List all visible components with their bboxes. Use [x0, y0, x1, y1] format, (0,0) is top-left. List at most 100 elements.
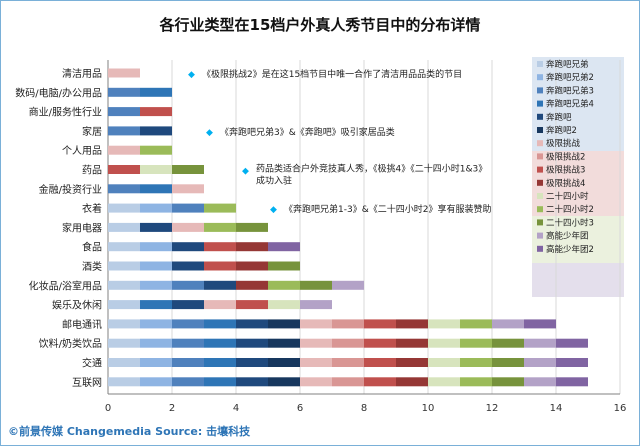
- bar-segment: [172, 165, 204, 174]
- y-category-label: 交通: [82, 357, 102, 370]
- legend-label: 极限挑战2: [546, 151, 585, 162]
- bar-segment: [332, 280, 364, 290]
- bar-segment: [236, 338, 268, 348]
- bar-segment: [172, 222, 204, 232]
- bar-segment: [172, 338, 204, 348]
- source-footer: ©前景传媒 Changemedia Source: 击壤科技: [8, 425, 251, 438]
- bar-segment: [236, 222, 268, 232]
- annotations: ◆ 《极限挑战2》是在这15档节目中唯一合作了清洁用品品类的节目 ◆ 《奔跑吧兄弟3》…: [188, 68, 491, 215]
- bar-segment: [140, 338, 172, 348]
- bar-segment: [428, 377, 460, 387]
- bar-segment: [204, 222, 236, 232]
- legend-swatch: [537, 153, 543, 160]
- bar-segment: [140, 280, 172, 290]
- bar-segment: [556, 338, 588, 348]
- bar-segment: [492, 338, 524, 348]
- annotation-marker: ◆: [270, 205, 277, 215]
- legend-swatch: [537, 100, 543, 107]
- bar-segment: [204, 358, 236, 367]
- y-category-label: 家居: [82, 125, 102, 138]
- bar-segment: [204, 203, 236, 213]
- bar-segment: [428, 358, 460, 367]
- bar-segment: [300, 300, 332, 310]
- legend-swatch: [537, 127, 543, 133]
- bar-segment: [140, 261, 172, 271]
- bar-segment: [172, 184, 204, 194]
- legend-swatch: [537, 206, 543, 213]
- x-tick-label: 8: [361, 403, 367, 414]
- bar-segment: [524, 377, 556, 387]
- legend-label: 二十四小时3: [546, 217, 594, 228]
- y-category-label: 化妆品/浴室用品: [29, 279, 102, 292]
- bar-segment: [556, 377, 588, 387]
- bar-segment: [108, 107, 140, 117]
- y-category-label: 衣着: [82, 202, 102, 215]
- bar-segment: [108, 338, 140, 348]
- bar-segment: [108, 68, 140, 78]
- x-tick-label: 14: [550, 403, 563, 414]
- legend-label: 高能少年团: [546, 231, 589, 242]
- x-tick-label: 16: [614, 403, 627, 414]
- bar-segment: [396, 358, 428, 367]
- legend-swatch: [537, 166, 543, 173]
- bar-segment: [364, 319, 396, 329]
- bar-segment: [140, 145, 172, 155]
- bar-segment: [108, 203, 140, 213]
- bar-segment: [172, 358, 204, 367]
- bar-segment: [268, 319, 300, 329]
- legend-swatch: [537, 179, 543, 186]
- bar-segment: [108, 145, 140, 155]
- bar-segment: [556, 358, 588, 367]
- annotation-text: 药品类适合户外竞技真人秀，《极挑4》《二十四小时1&3》成功入驻: [256, 163, 487, 187]
- bar-segment: [108, 377, 140, 387]
- bar-segment: [460, 319, 492, 329]
- x-tick-label: 0: [105, 403, 111, 414]
- bar-segment: [172, 242, 204, 252]
- bar-segment: [236, 280, 268, 290]
- legend-label: 奔跑吧兄弟2: [546, 72, 594, 83]
- legend-group-panel: [532, 263, 624, 297]
- legend-swatch: [537, 87, 543, 94]
- bar-segment: [108, 300, 140, 310]
- bar-segment: [428, 338, 460, 348]
- y-category-label: 商业/服务性行业: [29, 106, 102, 119]
- annotation-marker: ◆: [206, 128, 213, 138]
- bar-segment: [492, 377, 524, 387]
- legend-label: 奔跑吧: [546, 112, 572, 123]
- annotation-text: 《极限挑战2》是在这15档节目中唯一合作了清洁用品品类的节目: [202, 68, 462, 80]
- bar-segment: [236, 358, 268, 367]
- x-tick-label: 12: [486, 403, 499, 414]
- bar-segment: [140, 222, 172, 232]
- y-category-label: 娱乐及休闲: [52, 299, 102, 312]
- annotation-marker: ◆: [188, 70, 195, 80]
- bar-segment: [140, 203, 172, 213]
- bar-segment: [236, 261, 268, 271]
- legend-group-panel: [532, 57, 624, 151]
- legend-group-panel: [532, 151, 624, 216]
- legend-swatch: [537, 74, 543, 81]
- bar-segment: [524, 319, 556, 329]
- y-category-label: 个人用品: [62, 145, 102, 157]
- bar-segment: [332, 338, 364, 348]
- bar-segment: [332, 319, 364, 329]
- bar-segment: [140, 87, 172, 97]
- bar-segment: [364, 377, 396, 387]
- bar-segment: [108, 87, 140, 97]
- bars: [108, 68, 588, 387]
- legend-label: 二十四小时2: [546, 204, 594, 215]
- bar-segment: [300, 358, 332, 367]
- bar-segment: [140, 358, 172, 367]
- y-category-label: 数码/电脑/办公用品: [15, 86, 102, 99]
- bar-segment: [172, 377, 204, 387]
- bar-segment: [524, 338, 556, 348]
- bar-segment: [140, 165, 172, 174]
- bar-segment: [204, 242, 236, 252]
- legend-label: 奔跑吧2: [546, 125, 577, 136]
- bar-segment: [172, 280, 204, 290]
- legend-background: [532, 57, 624, 297]
- legend-label: 极限挑战3: [546, 165, 585, 176]
- bar-segment: [236, 319, 268, 329]
- legend-swatch: [537, 193, 543, 199]
- bar-segment: [172, 261, 204, 271]
- bar-segment: [492, 358, 524, 367]
